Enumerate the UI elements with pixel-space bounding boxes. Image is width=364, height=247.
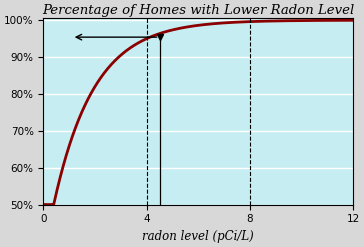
X-axis label: radon level (pCi/L): radon level (pCi/L) <box>142 230 254 243</box>
Title: Percentage of Homes with Lower Radon Level: Percentage of Homes with Lower Radon Lev… <box>42 4 355 17</box>
